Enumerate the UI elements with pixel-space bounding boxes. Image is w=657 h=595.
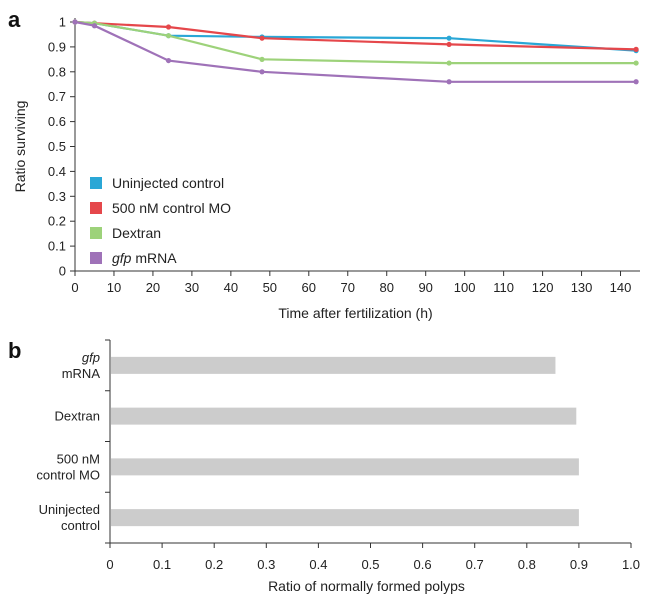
x-tick-label: 30	[185, 280, 199, 295]
legend-swatch	[90, 227, 102, 239]
legend-swatch	[90, 202, 102, 214]
bar	[111, 509, 579, 527]
x-tick-label: 0	[106, 557, 113, 572]
x-tick-label: 0	[71, 280, 78, 295]
data-point	[165, 57, 172, 64]
y-tick-label: 0.9	[48, 39, 66, 54]
x-tick-label: 140	[610, 280, 632, 295]
data-point	[446, 79, 452, 85]
panel-a-line-chart: a00.10.20.30.40.50.60.70.80.910 10 20 30 40 5…	[8, 7, 640, 321]
data-point	[633, 79, 639, 85]
series-line-2	[74, 20, 637, 65]
x-axis-title: Ratio of normally formed polyps	[268, 578, 465, 594]
y-tick-label: 0.2	[48, 214, 66, 229]
x-tick-label: 40	[224, 280, 238, 295]
bar	[111, 458, 579, 476]
category-label: control MO	[36, 467, 100, 482]
y-tick-label: 0.1	[48, 239, 66, 254]
bar	[111, 356, 556, 374]
y-axis-title: Ratio surviving	[12, 101, 28, 193]
x-tick-label: 10	[107, 280, 121, 295]
category-label: mRNA	[62, 366, 101, 381]
x-tick-label: 20	[146, 280, 160, 295]
bar	[111, 407, 577, 425]
x-tick-label: 130	[571, 280, 593, 295]
y-tick-label: 0.5	[48, 139, 66, 154]
legend-label: Uninjected control	[112, 175, 224, 191]
y-tick-label: 1	[59, 15, 66, 30]
category-label: 500 nM	[57, 451, 100, 466]
x-tick-label: 50	[263, 280, 277, 295]
x-tick-label: 60	[302, 280, 316, 295]
x-tick-label: 0.9	[570, 557, 588, 572]
data-point	[259, 69, 265, 75]
x-tick-label: 70	[341, 280, 355, 295]
legend-swatch	[90, 252, 102, 264]
data-point	[165, 33, 172, 39]
x-tick-label: 0.6	[414, 557, 432, 572]
x-tick-label: 0.8	[518, 557, 536, 572]
y-tick-label: 0.3	[48, 189, 66, 204]
data-point	[446, 41, 452, 48]
category-label: gfp	[82, 350, 100, 365]
x-tick-label: 90	[418, 280, 432, 295]
legend-label: gfp mRNA	[112, 250, 177, 266]
x-tick-label: 100	[454, 280, 476, 295]
panel-label-b: b	[8, 338, 21, 363]
data-point	[633, 46, 639, 52]
series-line-3	[74, 20, 637, 83]
x-tick-label: 0.3	[257, 557, 275, 572]
legend-label: Dextran	[112, 225, 161, 241]
data-point	[72, 19, 78, 25]
category-label: control	[61, 518, 100, 533]
panel-label-a: a	[8, 7, 21, 32]
data-point	[259, 35, 265, 41]
data-point	[259, 56, 265, 62]
x-tick-label: 0.2	[205, 557, 223, 572]
y-tick-label: 0.8	[48, 64, 66, 79]
category-label: Uninjected	[39, 502, 100, 517]
x-tick-label: 0.5	[361, 557, 379, 572]
data-point	[91, 23, 98, 29]
x-tick-label: 0.4	[309, 557, 327, 572]
category-label: Dextran	[54, 409, 100, 424]
data-point	[446, 35, 452, 41]
data-point	[633, 60, 639, 66]
data-point	[446, 60, 452, 66]
data-point	[165, 24, 172, 30]
x-tick-label: 80	[379, 280, 393, 295]
y-tick-label: 0.7	[48, 89, 66, 104]
x-tick-label: 0.1	[153, 557, 171, 572]
x-tick-label: 110	[493, 280, 514, 295]
legend-label: 500 nM control MO	[112, 200, 231, 216]
y-tick-label: 0.4	[48, 164, 66, 179]
x-tick-label: 120	[532, 280, 554, 295]
x-axis-title: Time after fertilization (h)	[278, 305, 432, 321]
x-tick-label: 0.7	[466, 557, 484, 572]
x-tick-label: 1.0	[622, 557, 640, 572]
y-tick-label: 0.6	[48, 114, 66, 129]
legend-swatch	[90, 177, 102, 189]
y-tick-label: 0	[59, 264, 66, 279]
